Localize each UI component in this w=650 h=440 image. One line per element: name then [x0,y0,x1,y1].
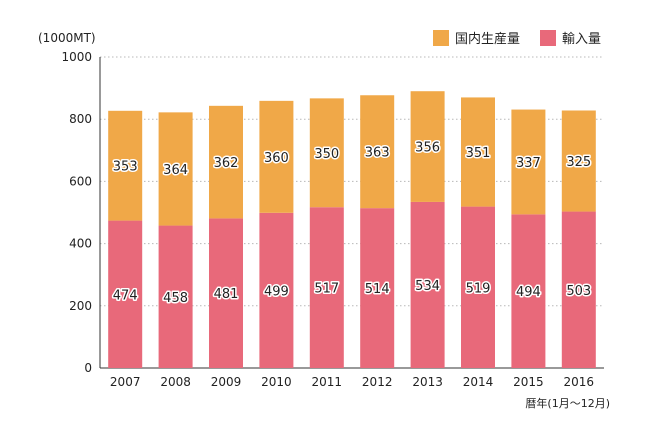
bar-domestic-production [410,91,445,202]
data-label-imports: 503 [566,284,591,299]
data-label-domestic-production: 364 [163,163,188,178]
data-label-domestic-production: 325 [566,155,591,170]
bar-domestic-production [158,112,193,226]
data-label-imports: 514 [365,282,390,297]
bar-imports [410,201,445,368]
data-label-domestic-production: 350 [314,147,339,162]
legend-imports: 輸入量 [540,28,601,47]
data-label-imports: 499 [264,284,289,299]
data-label-imports: 494 [516,285,541,300]
bar-imports [511,214,546,368]
data-label-imports: 517 [314,282,339,297]
data-label-domestic-production: 360 [264,151,289,166]
x-tick-label: 2008 [160,375,191,389]
x-tick-label: 2011 [312,375,343,389]
x-tick-label: 2016 [564,375,595,389]
data-label-domestic-production: 362 [214,156,239,171]
x-tick-label: 2009 [211,375,242,389]
y-tick-label: 200 [69,299,92,313]
bar-imports [461,206,495,368]
y-tick-label: 1000 [61,50,92,64]
x-tick-label: 2014 [463,375,494,389]
bar-imports [259,212,294,368]
legend-label-imports: 輸入量 [562,32,602,47]
data-label-imports: 458 [163,291,188,306]
y-tick-label: 400 [69,237,92,251]
bar-domestic-production [309,98,344,208]
bar-imports [158,225,193,368]
bar-domestic-production [461,97,495,207]
data-label-domestic-production: 356 [415,141,440,156]
x-tick-label: 2010 [261,375,292,389]
bar-imports [561,211,596,368]
x-tick-label: 2012 [362,375,393,389]
bar-imports [309,207,344,368]
bar-domestic-production [108,110,143,221]
bar-domestic-production [511,109,546,215]
x-tick-label: 2007 [110,375,141,389]
x-axis-label: 暦年(1月〜12月) [525,397,610,410]
legend-swatch-domestic [433,29,449,46]
x-tick-label: 2013 [412,375,443,389]
bar-imports [209,218,243,368]
data-label-domestic-production: 337 [516,156,541,171]
y-tick-label: 600 [69,174,92,188]
y-tick-label: 0 [84,361,92,375]
data-label-imports: 534 [415,279,440,294]
legend-domestic-production: 国内生産量 [433,28,520,47]
data-label-imports: 519 [466,281,491,296]
legend-label-domestic: 国内生産量 [455,32,521,47]
data-label-domestic-production: 363 [365,146,390,161]
y-unit-label: (1000MT) [38,31,96,45]
bar-domestic-production [259,100,294,213]
legend-swatch-imports [540,29,556,46]
bar-imports [108,220,143,368]
data-label-imports: 481 [214,287,239,302]
bar-domestic-production [561,110,596,212]
x-tick-label: 2015 [513,375,544,389]
bar-domestic-production [360,95,395,209]
data-label-domestic-production: 353 [113,160,138,175]
bar-domestic-production [209,105,243,219]
y-tick-label: 800 [69,112,92,126]
data-label-domestic-production: 351 [466,146,491,161]
data-label-imports: 474 [113,288,138,303]
bar-imports [360,208,395,368]
